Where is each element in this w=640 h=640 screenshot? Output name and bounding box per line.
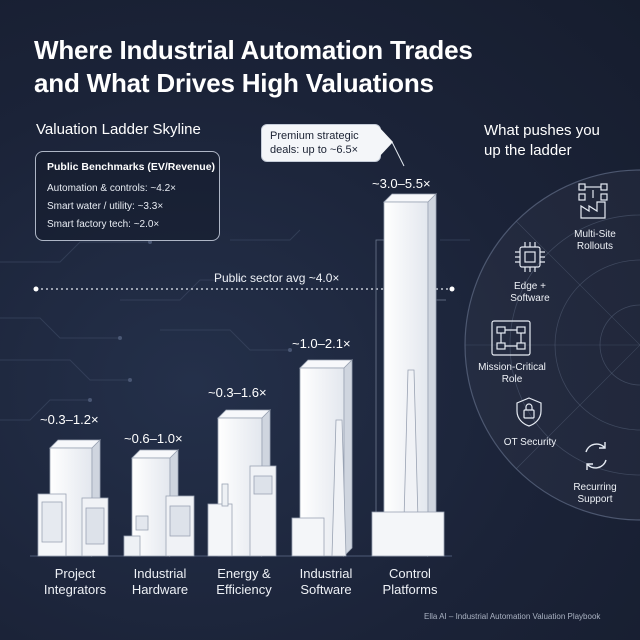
range-energy-efficiency: ~0.3–1.6× — [208, 385, 267, 400]
benchmark-item: Smart water / utility: ~3.3× — [47, 201, 164, 212]
benchmark-item: Smart factory tech: ~2.0× — [47, 219, 160, 230]
premium-callout-text: Premium strategic deals: up to ~6.5× — [270, 130, 359, 156]
category-label: Industrial Hardware — [116, 566, 204, 598]
driver-line: OT Security — [503, 437, 557, 448]
driver-mission-critical: Mission-Critical Role — [470, 362, 554, 386]
ladder-section-label: Valuation Ladder Skyline — [36, 121, 201, 138]
category-line: Energy & — [217, 566, 271, 581]
title-line-1: Where Industrial Automation Trades — [34, 35, 473, 65]
page-title: Where Industrial Automation Trades and W… — [34, 34, 594, 100]
category-line: Industrial — [299, 566, 353, 581]
building-control-platforms — [371, 193, 446, 557]
category-label: Energy & Efficiency — [200, 566, 288, 598]
callout-tip — [379, 127, 393, 157]
driver-ot-security: OT Security — [488, 437, 572, 449]
category-line: Software — [300, 582, 352, 597]
drivers-title: What pushes you up the ladder — [484, 121, 600, 161]
category-label: Control Platforms — [366, 566, 454, 598]
driver-line: Rollouts — [576, 241, 614, 252]
driver-line: Edge + — [514, 281, 546, 292]
benchmarks-box: Public Benchmarks (EV/Revenue) Automatio… — [35, 151, 220, 241]
category-line: Project — [54, 566, 96, 581]
drivers-title-line: What pushes you — [484, 122, 600, 139]
premium-callout: Premium strategic deals: up to ~6.5× — [261, 124, 381, 162]
driver-line: Mission-Critical — [478, 362, 546, 373]
range-project-integrators: ~0.3–1.2× — [40, 412, 99, 427]
drivers-title-line: up the ladder — [484, 142, 572, 159]
category-line: Platforms — [382, 582, 438, 597]
category-line: Hardware — [131, 582, 189, 597]
driver-line: Software — [510, 293, 550, 304]
driver-line: Support — [577, 494, 613, 505]
building-energy-efficiency — [207, 409, 277, 557]
driver-line: Role — [501, 374, 523, 385]
chip-icon — [515, 242, 545, 272]
driver-multi-site: Multi-Site Rollouts — [565, 229, 625, 253]
building-industrial-hardware — [123, 449, 195, 557]
benchmarks-title: Public Benchmarks (EV/Revenue) — [47, 161, 216, 173]
driver-edge-software: Edge + Software — [492, 281, 568, 305]
category-label: Industrial Software — [282, 566, 370, 598]
category-line: Efficiency — [216, 582, 272, 597]
category-line: Control — [389, 566, 431, 581]
benchmark-item: Automation & controls: ~4.2× — [47, 183, 176, 194]
range-control-platforms: ~3.0–5.5× — [372, 176, 431, 191]
shield-lock-icon — [516, 397, 542, 427]
category-line: Integrators — [43, 582, 107, 597]
cycle-arrows-icon — [585, 442, 607, 470]
driver-recurring-support: Recurring Support — [560, 482, 630, 506]
driver-line: Multi-Site — [574, 229, 616, 240]
range-industrial-software: ~1.0–2.1× — [292, 336, 351, 351]
callout-pointer — [391, 141, 405, 167]
building-industrial-software — [291, 359, 353, 557]
factory-network-icon — [578, 183, 608, 219]
title-line-2: and What Drives High Valuations — [34, 68, 434, 98]
building-project-integrators — [37, 439, 109, 557]
flowchart-icon — [491, 320, 531, 356]
category-line: Industrial — [133, 566, 187, 581]
driver-line: Recurring — [573, 482, 617, 493]
range-industrial-hardware: ~0.6–1.0× — [124, 431, 183, 446]
category-label: Project Integrators — [30, 566, 120, 598]
credit-footer: Ella AI – Industrial Automation Valuatio… — [424, 612, 601, 621]
public-avg-label: Public sector avg ~4.0× — [214, 271, 340, 285]
